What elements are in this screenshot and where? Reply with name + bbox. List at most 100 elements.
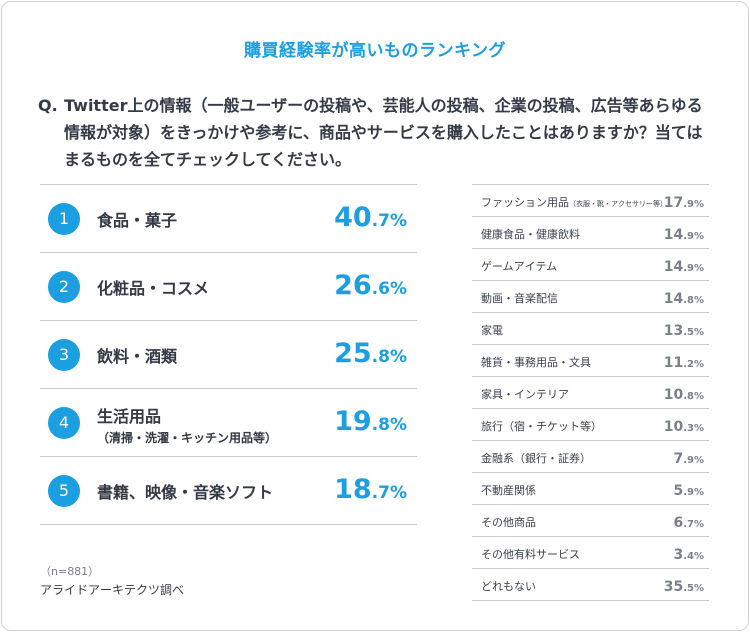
rank-label: 食品・菓子 xyxy=(97,211,178,230)
category-note: （衣服・靴・アクセサリー等） xyxy=(569,200,667,208)
value-integer: 3 xyxy=(673,547,684,563)
category-label: ゲームアイテム xyxy=(481,258,557,274)
category-name: 金融系（銀行・証券） xyxy=(481,452,591,465)
value-decimal: .8% xyxy=(371,347,407,367)
question-text: Twitter上の情報（一般ユーザーの投稿や、芸能人の投稿、企業の投稿、広告等あ… xyxy=(64,96,703,169)
category-value: 14.9% xyxy=(664,224,704,243)
category-row: 動画・音楽配信 14.8% xyxy=(472,281,709,313)
value-integer: 19 xyxy=(334,406,372,437)
category-label: どれもない xyxy=(481,578,536,594)
category-name: どれもない xyxy=(481,580,536,593)
value-decimal: .8% xyxy=(371,415,407,435)
value-decimal: .2% xyxy=(683,359,704,370)
value-integer: 10 xyxy=(663,419,684,435)
value-integer: 14 xyxy=(663,227,684,243)
category-label: 健康食品・健康飲料 xyxy=(481,226,580,242)
value-decimal: .7% xyxy=(371,211,407,231)
rank-sublabel: （清掃・洗濯・キッチン用品等） xyxy=(97,431,278,445)
category-row: 金融系（銀行・証券） 7.9% xyxy=(472,441,709,473)
value-integer: 13 xyxy=(663,323,684,339)
category-row: その他商品 6.7% xyxy=(472,505,709,537)
category-name: 家電 xyxy=(481,324,503,337)
category-label: その他有料サービス xyxy=(481,546,580,562)
value-decimal: .8% xyxy=(683,391,704,402)
category-name: ゲームアイテム xyxy=(481,260,558,273)
category-name: 健康食品・健康飲料 xyxy=(481,228,580,241)
category-name: 雑貨・事務用品・文具 xyxy=(481,356,591,369)
category-name: その他有料サービス xyxy=(481,548,580,561)
category-row: どれもない 35.5% xyxy=(472,569,709,601)
value-decimal: .9% xyxy=(683,455,704,466)
rank-row: 2 化粧品・コスメ 26.6% xyxy=(40,253,417,321)
survey-question: Q. Twitter上の情報（一般ユーザーの投稿や、芸能人の投稿、企業の投稿、広… xyxy=(38,92,718,173)
rank-badge: 3 xyxy=(48,339,80,371)
category-value: 6.7% xyxy=(673,512,704,531)
value-decimal: .4% xyxy=(683,551,704,562)
category-name: 不動産関係 xyxy=(481,484,536,497)
category-name: 旅行（宿・チケット等） xyxy=(481,420,602,433)
value-integer: 18 xyxy=(334,474,372,505)
category-name: 家具・インテリア xyxy=(481,388,569,401)
value-integer: 35 xyxy=(663,579,684,595)
category-label: 旅行（宿・チケット等） xyxy=(481,418,602,434)
category-row: 家具・インテリア 10.8% xyxy=(472,377,709,409)
rank-row: 3 飲料・酒類 25.8% xyxy=(40,321,417,389)
source-credit: アライドアーキテクツ調べ xyxy=(40,583,185,597)
value-integer: 6 xyxy=(673,515,684,531)
category-name: その他商品 xyxy=(481,516,536,529)
category-row: 家電 13.5% xyxy=(472,313,709,345)
value-decimal: .7% xyxy=(683,519,704,530)
rank-label: 生活用品 xyxy=(97,407,162,426)
value-integer: 14 xyxy=(663,259,684,275)
value-integer: 17 xyxy=(663,195,684,211)
category-row: ゲームアイテム 14.9% xyxy=(472,249,709,281)
value-decimal: .8% xyxy=(683,295,704,306)
rank-label: 飲料・酒類 xyxy=(97,347,178,366)
sample-size-note: （n=881） xyxy=(40,565,100,578)
category-value: 10.3% xyxy=(664,416,704,435)
value-decimal: .3% xyxy=(683,423,704,434)
category-label: 雑貨・事務用品・文具 xyxy=(481,354,591,370)
value-decimal: .6% xyxy=(371,279,407,299)
category-row: 不動産関係 5.9% xyxy=(472,473,709,505)
rank-label: 化粧品・コスメ xyxy=(97,279,210,298)
rank-row: 1 食品・菓子 40.7% xyxy=(40,185,417,253)
value-integer: 7 xyxy=(673,451,684,467)
value-decimal: .9% xyxy=(683,231,704,242)
value-decimal: .9% xyxy=(683,263,704,274)
value-integer: 10 xyxy=(663,387,684,403)
rank-value: 19.8% xyxy=(334,406,407,437)
category-value: 3.4% xyxy=(673,544,704,563)
category-label: 動画・音楽配信 xyxy=(481,290,558,306)
value-integer: 14 xyxy=(663,291,684,307)
rank-badge: 5 xyxy=(48,475,80,507)
category-label: 家具・インテリア xyxy=(481,386,569,402)
category-row: 健康食品・健康飲料 14.9% xyxy=(472,217,709,249)
category-row: その他有料サービス 3.4% xyxy=(472,537,709,569)
category-value: 11.2% xyxy=(664,352,704,371)
rank-row: 4 生活用品 （清掃・洗濯・キッチン用品等） 19.8% xyxy=(40,389,417,457)
category-value: 7.9% xyxy=(673,448,704,467)
value-decimal: .7% xyxy=(371,483,407,503)
category-row: ファッション用品（衣服・靴・アクセサリー等） 17.9% xyxy=(472,185,709,217)
rank-value: 40.7% xyxy=(334,202,407,233)
value-integer: 26 xyxy=(334,270,372,301)
rank-row: 5 書籍、映像・音楽ソフト 18.7% xyxy=(40,457,417,525)
value-integer: 5 xyxy=(673,483,684,499)
value-integer: 11 xyxy=(663,355,684,371)
value-integer: 40 xyxy=(334,202,372,233)
chart-title: 購買経験率が高いものランキング xyxy=(244,41,506,61)
category-name: ファッション用品 xyxy=(481,196,569,209)
rank-label: 書籍、映像・音楽ソフト xyxy=(97,483,274,502)
category-value: 13.5% xyxy=(664,320,704,339)
top-five-ranking: 1 食品・菓子 40.7% 2 化粧品・コスメ 26.6% 3 飲料・酒類 25.8% 4 生活用品… xyxy=(40,184,417,525)
category-name: 動画・音楽配信 xyxy=(481,292,558,305)
rank-value: 25.8% xyxy=(334,338,407,369)
category-label: その他商品 xyxy=(481,514,536,530)
category-value: 5.9% xyxy=(673,480,704,499)
value-integer: 25 xyxy=(334,338,372,369)
value-decimal: .9% xyxy=(683,199,704,210)
category-value: 14.9% xyxy=(664,256,704,275)
other-categories-list: ファッション用品（衣服・靴・アクセサリー等） 17.9% 健康食品・健康飲料 14.9… xyxy=(472,184,709,601)
